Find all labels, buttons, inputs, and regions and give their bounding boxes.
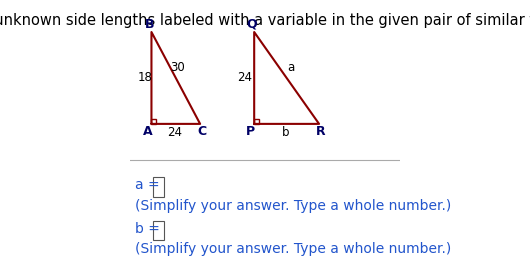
Text: a: a [287, 61, 294, 74]
Text: 30: 30 [170, 61, 184, 74]
Text: R: R [315, 125, 325, 138]
Text: a =: a = [135, 178, 160, 192]
Text: Find the unknown side lengths labeled with a variable in the given pair of simil: Find the unknown side lengths labeled wi… [0, 13, 530, 28]
Text: A: A [143, 125, 152, 138]
FancyBboxPatch shape [153, 221, 164, 240]
Bar [152, 119, 156, 124]
Text: B: B [145, 18, 154, 31]
Text: Q: Q [246, 18, 258, 31]
Text: 24: 24 [167, 126, 182, 139]
Bar [254, 119, 259, 124]
Text: P: P [245, 125, 255, 138]
Text: 18: 18 [137, 71, 152, 84]
Text: C: C [198, 125, 207, 138]
Text: (Simplify your answer. Type a whole number.): (Simplify your answer. Type a whole numb… [135, 199, 452, 213]
Text: b =: b = [135, 221, 160, 235]
Text: b: b [281, 126, 289, 139]
FancyBboxPatch shape [153, 177, 164, 197]
Text: (Simplify your answer. Type a whole number.): (Simplify your answer. Type a whole numb… [135, 242, 452, 256]
Text: 24: 24 [237, 71, 252, 84]
